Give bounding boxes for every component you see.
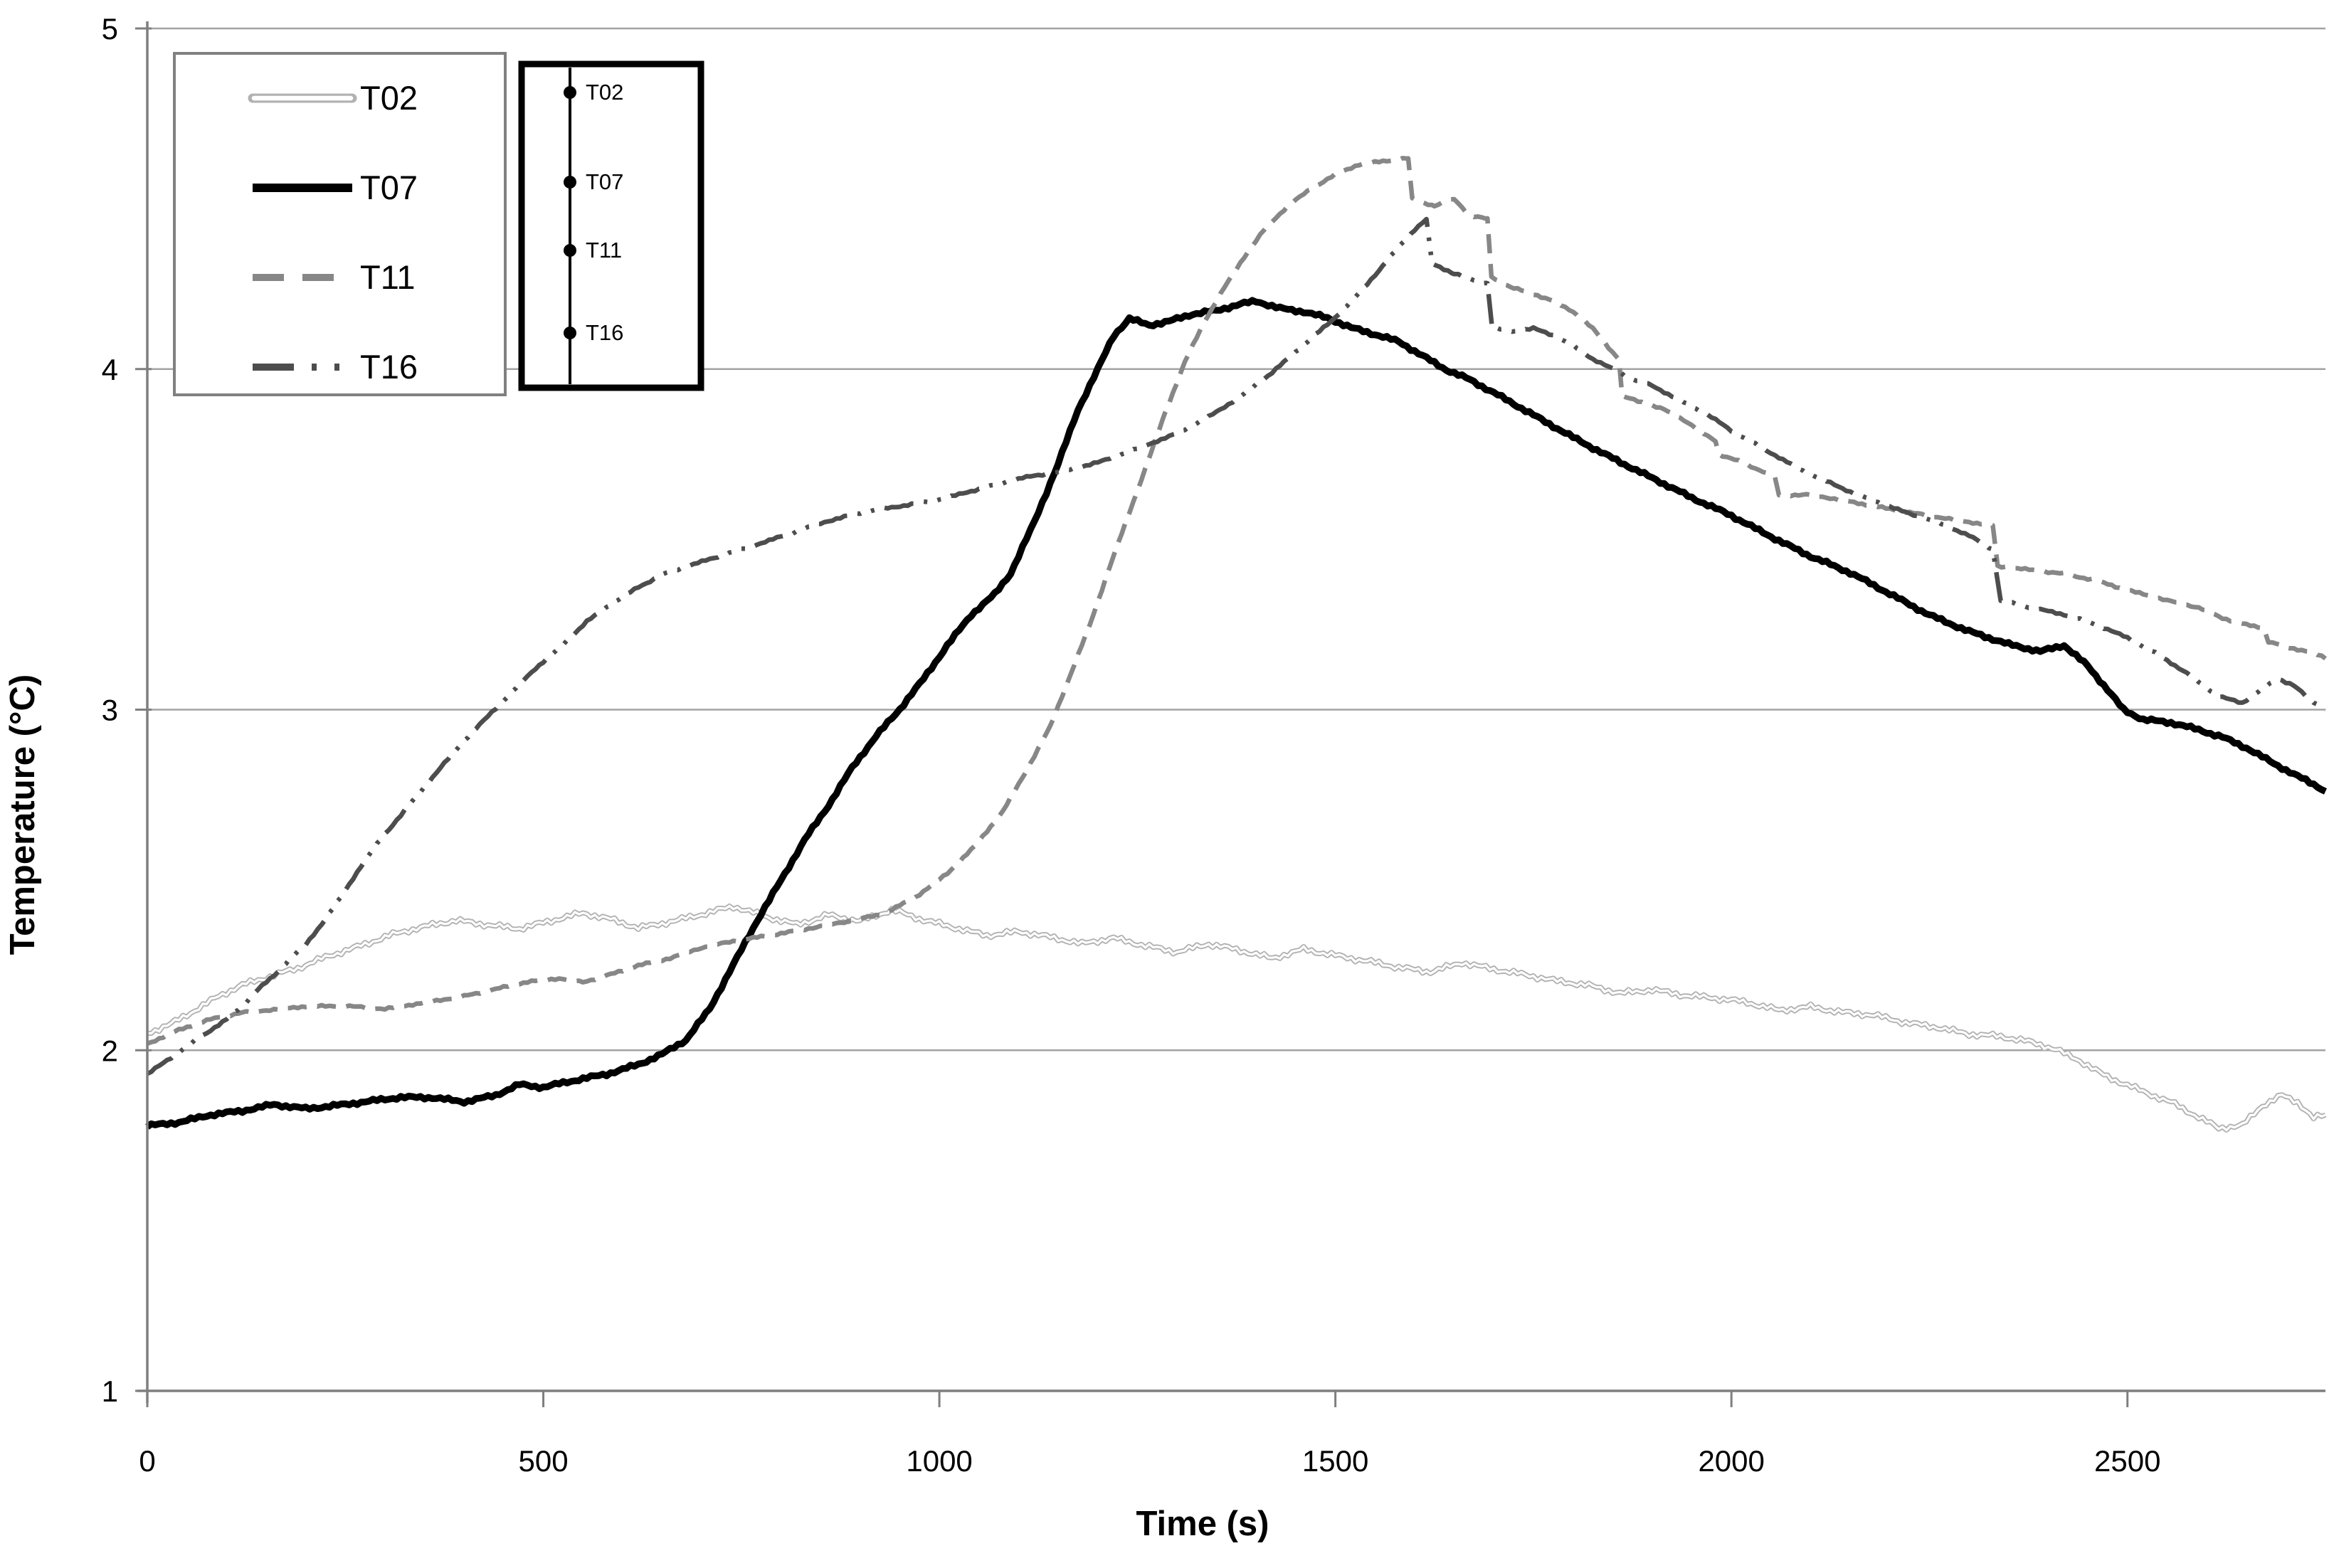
probe-frame	[518, 60, 704, 391]
x-tick-label-1000: 1000	[906, 1444, 972, 1478]
legend-label-T16: T16	[360, 348, 418, 386]
probe-sensor-dot-T07	[564, 176, 576, 189]
y-axis-title: Temperature (°C)	[4, 674, 42, 955]
y-tick-label-4: 4	[102, 353, 118, 386]
probe-label-T07: T07	[586, 169, 623, 194]
probe-schematic-legend: T02 T07 T11 T16	[518, 60, 704, 391]
legend-label-T07: T07	[360, 169, 418, 206]
x-tick-label-2000: 2000	[1698, 1444, 1764, 1478]
gridlines	[147, 27, 2325, 1051]
legend-label-T02: T02	[360, 79, 418, 117]
probe-sensor-dot-T11	[564, 244, 576, 257]
axes	[135, 21, 2325, 1407]
y-tick-label-5: 5	[102, 12, 118, 46]
y-tick-label-2: 2	[102, 1034, 118, 1067]
probe-sensor-dot-T16	[564, 327, 576, 339]
legend-box: T02 T07 T11 T16	[173, 52, 507, 396]
x-tick-label-0: 0	[139, 1444, 155, 1478]
y-tick-label-3: 3	[102, 694, 118, 727]
probe-label-T11: T11	[586, 238, 622, 263]
x-tick-label-1500: 1500	[1302, 1444, 1368, 1478]
series-line-T11	[146, 155, 2327, 1046]
series-line-core-T02	[147, 904, 2326, 1132]
probe-label-T02: T02	[586, 80, 623, 105]
y-tick-label-1: 1	[102, 1374, 118, 1408]
series-line-T16	[146, 216, 2327, 1076]
x-tick-label-2500: 2500	[2094, 1444, 2160, 1478]
x-tick-label-500: 500	[519, 1444, 569, 1478]
data-series	[145, 155, 2328, 1133]
series-line-T07	[145, 297, 2328, 1130]
tick-labels: 1 2 3 4 5 0 500 1000 1500 2000 2500	[102, 12, 2161, 1478]
probe-sensor-dot-T02	[564, 86, 576, 99]
legend-frame	[173, 52, 507, 396]
legend-label-T11: T11	[360, 258, 416, 296]
x-axis-title: Time (s)	[1136, 1505, 1269, 1543]
probe-label-T16: T16	[586, 320, 623, 345]
